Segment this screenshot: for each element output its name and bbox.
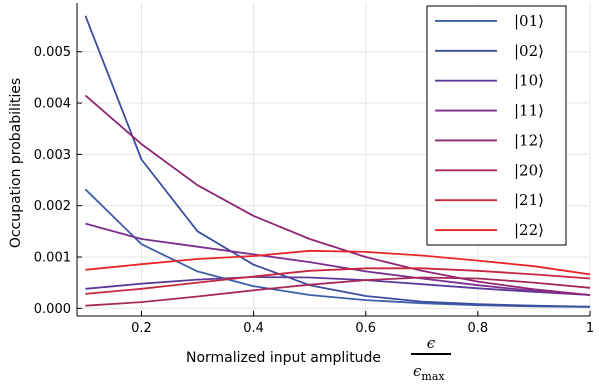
y-tick-label: 0.001 [34,250,71,265]
series-line-2 [84,15,591,308]
x-tick-label: 0.6 [355,321,376,336]
legend-label: |12⟩ [514,131,544,149]
series-line-3 [85,276,591,296]
x-label-numerator: ϵ [427,334,436,352]
series-line-8 [85,249,591,276]
legend-label: |11⟩ [514,102,544,120]
series-line-7 [85,267,591,295]
x-tick-label: 1 [586,321,594,336]
legend-label: |02⟩ [514,42,544,60]
legend-label: |21⟩ [514,191,544,209]
x-axis-label: Normalized input amplitude [186,350,381,366]
axes: 0.2 0.4 0.6 0.8 1 0.000 0.001 0.002 0.003 0.004 0.… [34,3,594,336]
legend-label: |22⟩ [514,221,544,239]
x-tick-label: 0.8 [468,321,489,336]
series-line-5 [84,94,591,296]
legend-box [426,5,567,246]
x-tick-label: 0.4 [243,321,264,336]
x-tick-label: 0.2 [131,321,152,336]
y-tick-label: 0.000 [34,302,71,317]
series-line-4 [85,222,591,296]
y-axis-label: Occupation probabilities [8,78,24,248]
x-label-denominator-base: ϵ [413,362,422,380]
y-tick-label: 0.003 [34,148,71,163]
series-lines [84,15,591,308]
legend: |01⟩ |02⟩ |10⟩ |11⟩ |12⟩ |20⟩ |21⟩ |22⟩ [426,5,567,246]
y-tick-label: 0.002 [34,199,71,214]
legend-label: |01⟩ [514,12,544,30]
y-tick-label: 0.004 [34,97,71,112]
legend-label: |10⟩ [514,72,544,90]
x-label-denominator-subscript: max [421,370,445,383]
legend-label: |20⟩ [514,161,544,179]
x-axis-math-label: ϵ ϵmax [411,334,451,383]
y-tick-label: 0.005 [34,45,71,60]
series-line-6 [85,276,591,307]
x-label-denominator: ϵmax [413,362,445,383]
